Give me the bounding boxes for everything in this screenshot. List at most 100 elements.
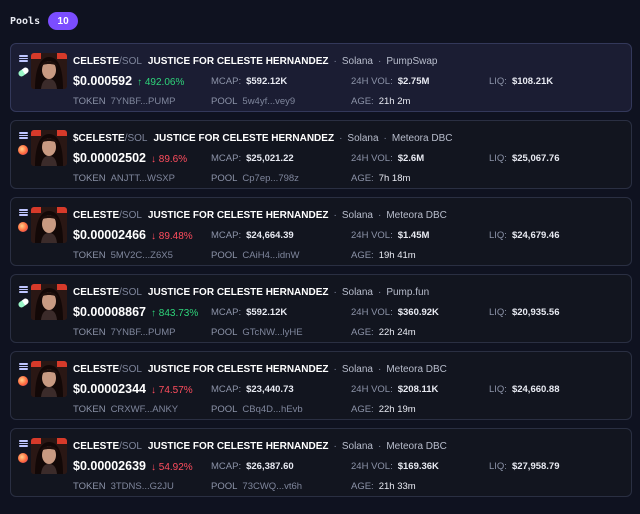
token-address[interactable]: 5MV2C...Z6X5 <box>110 250 173 261</box>
volume-cell: 24H VOL: $2.6M <box>351 153 424 164</box>
pool-address-cell[interactable]: POOL CBq4D...hEvb <box>211 404 303 415</box>
token-address[interactable]: ANJTT...WSXP <box>110 173 175 184</box>
liquidity-label: LIQ: <box>489 76 507 87</box>
pool-card[interactable]: CELESTE / SOL JUSTICE FOR CELESTE HERNAN… <box>10 351 632 420</box>
mcap-cell: MCAP: $25,021.22 <box>211 153 294 164</box>
token-avatar <box>31 361 67 397</box>
token-avatar <box>31 53 67 89</box>
age-label: AGE: <box>351 250 374 261</box>
pool-card[interactable]: CELESTE / SOL JUSTICE FOR CELESTE HERNAN… <box>10 197 632 266</box>
pool-label: POOL <box>211 327 238 338</box>
token-address-cell[interactable]: TOKEN CRXWF...ANKY <box>73 404 178 415</box>
liquidity-cell: LIQ: $24,679.46 <box>489 230 560 241</box>
price-change: ↓ 54.92% <box>151 462 193 473</box>
price-block: $0.000592 ↑ 492.06% <box>73 74 184 88</box>
price-change: ↑ 492.06% <box>137 77 185 88</box>
token-symbol: CELESTE <box>73 440 120 452</box>
liquidity-value: $20,935.56 <box>511 307 560 318</box>
token-label: TOKEN <box>73 404 106 415</box>
token-name: JUSTICE FOR CELESTE HERNANDEZ <box>147 363 329 375</box>
price-change: ↓ 89.48% <box>151 231 193 242</box>
liquidity-value: $108.21K <box>511 76 554 87</box>
volume-value: $1.45M <box>397 230 430 241</box>
dex-name: PumpSwap <box>386 55 438 67</box>
chain-name: Solana <box>341 286 373 298</box>
token-label: TOKEN <box>73 481 106 492</box>
token-label: TOKEN <box>73 173 106 184</box>
dot-separator: · <box>383 132 387 144</box>
volume-value: $2.6M <box>397 153 425 164</box>
volume-label: 24H VOL: <box>351 230 393 241</box>
quote-symbol: SOL <box>127 132 148 144</box>
pool-label: POOL <box>211 250 238 261</box>
volume-cell: 24H VOL: $1.45M <box>351 230 429 241</box>
liquidity-value: $24,679.46 <box>511 230 560 241</box>
meteora-icon <box>18 376 28 386</box>
token-avatar <box>31 438 67 474</box>
liquidity-cell: LIQ: $108.21K <box>489 76 553 87</box>
slash-separator: / <box>119 286 122 298</box>
pools-title: Pools <box>10 15 41 27</box>
mcap-label: MCAP: <box>211 153 242 164</box>
pool-address-cell[interactable]: POOL 73CWQ...vt6h <box>211 481 302 492</box>
age-value: 19h 41m <box>378 250 416 261</box>
token-address-cell[interactable]: TOKEN 5MV2C...Z6X5 <box>73 250 173 261</box>
solana-chain-icon <box>19 208 28 217</box>
price-block: $0.00002344 ↓ 74.57% <box>73 382 193 396</box>
slash-separator: / <box>119 363 122 375</box>
token-address-cell[interactable]: TOKEN 3TDNS...G2JU <box>73 481 174 492</box>
token-address[interactable]: 7YNBF...PUMP <box>110 327 176 338</box>
price-block: $0.00002466 ↓ 89.48% <box>73 228 193 242</box>
pool-card[interactable]: $CELESTE / SOL JUSTICE FOR CELESTE HERNA… <box>10 120 632 189</box>
slash-separator: / <box>119 209 122 221</box>
liquidity-label: LIQ: <box>489 384 507 395</box>
token-address-cell[interactable]: TOKEN ANJTT...WSXP <box>73 173 175 184</box>
mcap-cell: MCAP: $23,440.73 <box>211 384 294 395</box>
dex-name: Meteora DBC <box>391 132 453 144</box>
age-cell: AGE: 21h 33m <box>351 481 416 492</box>
liquidity-value: $27,958.79 <box>511 461 560 472</box>
token-address-cell[interactable]: TOKEN 7YNBF...PUMP <box>73 327 176 338</box>
token-address[interactable]: 7YNBF...PUMP <box>110 96 176 107</box>
pool-card[interactable]: CELESTE / SOL JUSTICE FOR CELESTE HERNAN… <box>10 274 632 343</box>
liquidity-label: LIQ: <box>489 153 507 164</box>
pool-card[interactable]: CELESTE / SOL JUSTICE FOR CELESTE HERNAN… <box>10 43 632 112</box>
token-address[interactable]: 3TDNS...G2JU <box>110 481 174 492</box>
pool-address[interactable]: Cp7ep...798z <box>242 173 299 184</box>
chain-name: Solana <box>341 55 373 67</box>
pool-card[interactable]: CELESTE / SOL JUSTICE FOR CELESTE HERNAN… <box>10 428 632 497</box>
pool-address[interactable]: GTcNW...lyHE <box>242 327 303 338</box>
pool-address-cell[interactable]: POOL GTcNW...lyHE <box>211 327 303 338</box>
solana-chain-icon <box>19 131 28 140</box>
token-avatar <box>31 284 67 320</box>
volume-label: 24H VOL: <box>351 461 393 472</box>
dot-separator: · <box>377 286 382 298</box>
liquidity-cell: LIQ: $24,660.88 <box>489 384 560 395</box>
pool-label: POOL <box>211 96 238 107</box>
age-value: 7h 18m <box>378 173 411 184</box>
pool-address-cell[interactable]: POOL CAiH4...idnW <box>211 250 299 261</box>
token-price: $0.00008867 <box>73 305 146 319</box>
pool-address-cell[interactable]: POOL Cp7ep...798z <box>211 173 299 184</box>
price-block: $0.00002639 ↓ 54.92% <box>73 459 193 473</box>
price-change: ↓ 89.6% <box>151 154 188 165</box>
mcap-label: MCAP: <box>211 307 242 318</box>
dot-separator: · <box>377 55 382 67</box>
pool-address[interactable]: 5w4yf...vey9 <box>242 96 296 107</box>
volume-cell: 24H VOL: $169.36K <box>351 461 439 472</box>
token-address-cell[interactable]: TOKEN 7YNBF...PUMP <box>73 96 176 107</box>
token-address[interactable]: CRXWF...ANKY <box>110 404 179 415</box>
token-price: $0.00002466 <box>73 228 146 242</box>
pool-address[interactable]: CBq4D...hEvb <box>242 404 303 415</box>
token-name: JUSTICE FOR CELESTE HERNANDEZ <box>153 132 335 144</box>
volume-value: $208.11K <box>397 384 439 395</box>
pool-address[interactable]: CAiH4...idnW <box>242 250 300 261</box>
pool-address-cell[interactable]: POOL 5w4yf...vey9 <box>211 96 295 107</box>
token-name: JUSTICE FOR CELESTE HERNANDEZ <box>147 209 329 221</box>
liquidity-value: $24,660.88 <box>511 384 560 395</box>
age-label: AGE: <box>351 404 374 415</box>
chain-name: Solana <box>341 363 373 375</box>
price-change: ↓ 74.57% <box>151 385 193 396</box>
pool-address[interactable]: 73CWQ...vt6h <box>242 481 303 492</box>
volume-value: $2.75M <box>397 76 430 87</box>
